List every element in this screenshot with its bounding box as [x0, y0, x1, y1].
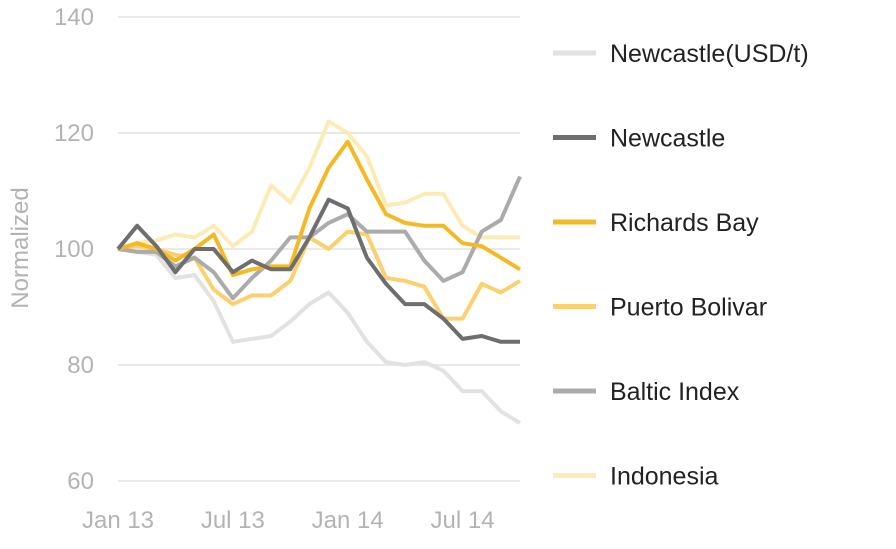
x-tick-labels: Jan 13 Jul 13 Jan 14 Jul 14: [82, 507, 495, 534]
y-tick-label: 80: [67, 352, 94, 379]
legend: Newcastle(USD/t) Newcastle Richards Bay Pue…: [553, 40, 809, 491]
legend-label-baltic-index: Baltic Index: [610, 378, 740, 406]
legend-label-indonesia: Indonesia: [610, 463, 719, 491]
series-line-baltic-index: [117, 175, 522, 301]
legend-label-newcastle-usd-t-: Newcastle(USD/t): [610, 40, 809, 68]
x-tick-label: Jan 14: [312, 507, 384, 534]
legend-label-richards-bay: Richards Bay: [610, 209, 759, 237]
x-tick-label: Jul 14: [431, 507, 495, 534]
legend-label-puerto-bolivar: Puerto Bolivar: [610, 294, 767, 322]
series-line-indonesia: [117, 119, 520, 251]
x-tick-label: Jul 13: [201, 507, 265, 534]
series-line-newcastle-usd-t-: [117, 247, 522, 425]
y-tick-label: 100: [54, 236, 94, 263]
series-line-richards-bay: [117, 139, 522, 278]
gridlines: [118, 16, 520, 482]
y-tick-labels: 60 80 100 120 140: [54, 4, 94, 495]
y-tick-label: 60: [67, 468, 94, 495]
x-tick-label: Jan 13: [82, 507, 154, 534]
y-axis-label: Normalized: [7, 187, 34, 308]
y-tick-label: 120: [54, 120, 94, 147]
y-tick-label: 140: [54, 4, 94, 31]
series-lines: [116, 119, 522, 425]
legend-label-newcastle: Newcastle: [610, 125, 725, 153]
series-line-newcastle: [116, 197, 520, 344]
